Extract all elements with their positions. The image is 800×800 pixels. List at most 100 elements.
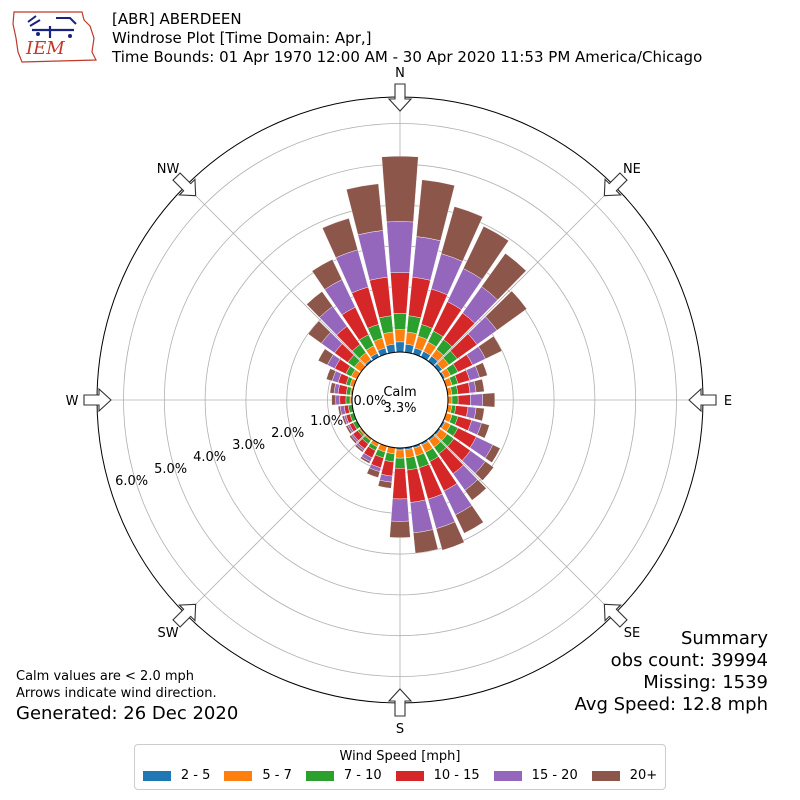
windrose-bar-segment: [451, 395, 459, 405]
direction-arrow: [387, 688, 413, 717]
legend-item: 10 - 15: [395, 768, 480, 783]
windrose-bar-segment: [406, 315, 422, 334]
legend-swatch: [395, 770, 424, 781]
arrow-shape: [603, 603, 628, 628]
windrose-bar-segment: [476, 422, 490, 439]
windrose-bar-segment: [378, 315, 394, 334]
arrow-shape: [172, 603, 197, 628]
grid-spoke: [433, 433, 615, 615]
direction-arrow: [387, 83, 413, 112]
windrose-bar-segment: [331, 394, 337, 406]
time-bounds: Time Bounds: 01 Apr 1970 12:00 AM - 30 A…: [112, 48, 703, 66]
windrose-bar-segment: [380, 460, 395, 477]
windrose-bar-segment: [405, 331, 418, 346]
windrose-bar-segment: [307, 320, 331, 344]
radial-tick-label: 0.0%: [353, 394, 386, 409]
direction-arrow: [83, 387, 112, 413]
windrose-bar-segment: [463, 225, 509, 280]
windrose-bar-segment: [360, 456, 371, 464]
legend-label: 10 - 15: [433, 768, 480, 783]
compass-label: S: [396, 722, 404, 737]
compass-label: SE: [624, 626, 640, 641]
legend-items: 2 - 5 5 - 7 7 - 10 10 - 15 15 - 20 20+: [135, 768, 665, 783]
summary-panel: Summary obs count: 39994 Missing: 1539 A…: [575, 628, 768, 716]
generated-date: Generated: 26 Dec 2020: [16, 703, 239, 724]
legend-item: 7 - 10: [305, 768, 382, 783]
windrose-bar-segment: [381, 155, 419, 223]
windrose-bar-segment: [473, 378, 485, 393]
windrose-bar-segment: [386, 221, 414, 274]
legend-label: 5 - 7: [262, 768, 292, 783]
radial-tick-label: 3.0%: [232, 438, 265, 453]
legend-swatch: [493, 770, 522, 781]
chart-header: [ABR] ABERDEEN Windrose Plot [Time Domai…: [112, 10, 702, 67]
legend-swatch: [224, 770, 253, 781]
compass-label: NW: [157, 162, 180, 177]
windrose-bar-segment: [311, 259, 343, 290]
legend: Wind Speed [mph] 2 - 5 5 - 7 7 - 10 10 -…: [134, 744, 666, 790]
radial-tick-label: 4.0%: [193, 450, 226, 465]
legend-item: 2 - 5: [142, 768, 211, 783]
legend-swatch: [591, 770, 620, 781]
summary-title: Summary: [681, 628, 768, 649]
windrose-bar-segment: [354, 444, 364, 453]
legend-label: 20+: [629, 768, 658, 783]
windrose-bar-segment: [390, 498, 410, 522]
arrow-shape: [172, 172, 197, 197]
compass-label: N: [395, 66, 405, 81]
legend-label: 7 - 10: [343, 768, 382, 783]
direction-arrow: [172, 603, 197, 628]
windrose-bar-segment: [377, 479, 393, 489]
radial-tick-label: 1.0%: [310, 414, 343, 429]
windrose-bar-segment: [478, 335, 503, 360]
windrose-bar-segment: [306, 291, 333, 318]
compass-labels: N NE E SE S SW W NW: [66, 66, 733, 737]
windrose-bar-segment: [416, 179, 455, 242]
calm-note: Calm values are < 2.0 mph: [16, 669, 195, 684]
windrose-bar-segment: [382, 331, 395, 346]
windrose-bar-segment: [440, 206, 483, 262]
compass-label: E: [724, 394, 732, 409]
legend-item: 20+: [591, 768, 658, 783]
legend-label: 2 - 5: [180, 768, 211, 783]
legend-label: 15 - 20: [531, 768, 578, 783]
compass-label: SW: [158, 626, 179, 641]
compass-label: W: [66, 394, 79, 409]
windrose-bar-segment: [390, 272, 410, 314]
windrose-bar-segment: [345, 424, 353, 435]
plot-subtitle: Windrose Plot [Time Domain: Apr,]: [112, 29, 372, 47]
direction-arrows: [83, 83, 717, 717]
grid-spoke: [433, 185, 615, 367]
windrose-bar-segment: [474, 461, 494, 481]
windrose-bar-segment: [482, 392, 496, 408]
windrose-bar-segment: [392, 467, 408, 500]
windrose-bar-segment: [435, 521, 465, 551]
windrose-bar-segment: [349, 434, 358, 444]
windrose-bar-segment: [345, 395, 351, 405]
obs-count: obs count: 39994: [610, 650, 768, 671]
calm-disc: [351, 351, 449, 449]
windrose-bar-segment: [457, 394, 471, 406]
windrose-bar-segment: [322, 218, 359, 258]
compass-label: NE: [623, 162, 641, 177]
windrose-bars: [306, 155, 528, 554]
arrow-note: Arrows indicate wind direction.: [16, 686, 217, 701]
windrose-bar-segment: [389, 520, 411, 538]
windrose-bar-segment: [329, 382, 336, 394]
logo-text: IEM: [25, 38, 65, 59]
legend-item: 5 - 7: [224, 768, 292, 783]
windrose-bar-segment: [413, 529, 439, 554]
iem-logo: IEM: [10, 8, 100, 66]
windrose-bar-segment: [339, 395, 347, 405]
legend-item: 15 - 20: [493, 768, 578, 783]
avg-speed: Avg Speed: 12.8 mph: [574, 694, 768, 715]
calm-value: 3.3%: [383, 401, 416, 416]
windrose-bar-segment: [470, 393, 483, 407]
direction-arrow: [603, 603, 628, 628]
windrose-bar-segment: [464, 479, 487, 501]
windrose-bar-segment: [395, 341, 405, 353]
legend-swatch: [305, 770, 334, 781]
windrose-bar-segment: [475, 362, 488, 378]
calm-label: Calm: [383, 385, 416, 400]
